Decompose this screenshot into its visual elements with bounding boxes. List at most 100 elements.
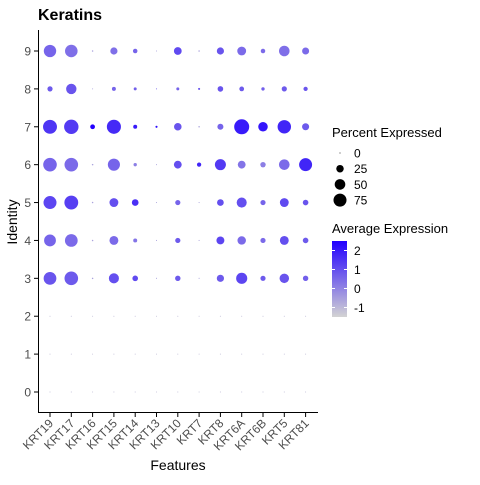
dot-3-KRT7	[198, 277, 200, 279]
dot-0-KRT6A	[241, 391, 243, 393]
dot-9-KRT10	[173, 47, 182, 55]
dot-4-KRT17	[64, 234, 78, 247]
dot-marks	[43, 44, 313, 393]
dot-7-KRT7	[198, 126, 200, 128]
size-legend: Percent Expressed 025 50 75	[332, 125, 442, 208]
dot-7-KRT19	[43, 119, 57, 134]
dot-0-KRT17	[70, 391, 72, 393]
dot-5-KRT6A	[236, 197, 247, 208]
dot-4-KRT16	[91, 239, 94, 242]
dot-6-KRT6A	[237, 160, 246, 169]
dot-0-KRT8	[219, 391, 221, 393]
dot-2-KRT17	[70, 315, 72, 317]
dot-8-KRT14	[133, 87, 137, 91]
dot-9-KRT14	[132, 48, 138, 54]
dot-1-KRT15	[113, 353, 115, 355]
y-tick-label: 3	[24, 272, 31, 286]
dot-4-KRT6B	[260, 237, 266, 244]
dot-6-KRT16	[91, 163, 94, 166]
dot-6-KRT14	[133, 162, 137, 167]
dot-1-KRT14	[134, 353, 136, 355]
y-tick-label: 6	[24, 158, 31, 172]
dot-3-KRT6A	[236, 272, 248, 284]
dot-1-KRT16	[92, 353, 94, 355]
dot-2-KRT8	[219, 315, 221, 317]
chart-title: Keratins	[38, 7, 102, 24]
dot-2-KRT7	[198, 315, 200, 317]
dot-3-KRT16	[91, 277, 94, 280]
dot-3-KRT5	[279, 273, 290, 284]
dot-3-KRT10	[175, 275, 181, 282]
dot-7-KRT17	[64, 119, 79, 134]
dot-4-KRT13	[155, 239, 158, 241]
colorbar-label: 1	[354, 263, 361, 277]
dot-8-KRT81	[303, 86, 308, 92]
dot-6-KRT15	[107, 158, 120, 171]
dot-5-KRT8	[217, 199, 224, 206]
dot-4-KRT15	[109, 236, 119, 245]
dot-7-KRT8	[217, 123, 224, 130]
dot-5-KRT13	[155, 202, 158, 204]
size-legend-title: Percent Expressed	[332, 125, 442, 140]
dot-3-KRT13	[155, 277, 158, 279]
dot-3-KRT15	[108, 273, 119, 284]
dot-4-KRT7	[198, 239, 200, 241]
color-legend-title: Average Expression	[332, 221, 448, 236]
x-axis-label: Features	[150, 457, 205, 473]
dot-7-KRT14	[133, 124, 138, 129]
y-tick-label: 1	[24, 348, 31, 362]
dot-9-KRT17	[65, 44, 78, 58]
size-legend-label: 0	[354, 147, 361, 161]
dot-2-KRT81	[305, 315, 307, 317]
dot-4-KRT5	[279, 236, 289, 245]
dot-7-KRT15	[106, 119, 121, 134]
color-legend: Average Expression -1 0 1 2	[332, 221, 448, 317]
dot-6-KRT81	[299, 158, 313, 172]
dot-7-KRT5	[277, 120, 292, 134]
dot-4-KRT6A	[237, 236, 246, 245]
dot-9-KRT5	[278, 45, 290, 57]
dot-1-KRT81	[305, 353, 307, 355]
dot-3-KRT19	[43, 271, 57, 285]
dot-4-KRT14	[133, 238, 138, 243]
colorbar	[332, 241, 347, 317]
size-legend-dot	[334, 179, 346, 190]
size-legend-dot	[336, 164, 344, 173]
dot-4-KRT10	[175, 237, 181, 244]
y-tick-label: 0	[24, 386, 31, 400]
dot-2-KRT14	[134, 315, 136, 317]
size-legend-label: 75	[354, 194, 368, 208]
dot-6-KRT17	[64, 157, 79, 172]
dot-2-KRT13	[156, 315, 157, 317]
dot-0-KRT15	[113, 391, 115, 393]
dot-0-KRT81	[305, 391, 307, 393]
y-tick-label: 2	[24, 310, 31, 324]
dot-5-KRT6B	[260, 199, 266, 206]
dot-7-KRT6B	[258, 122, 268, 132]
dot-1-KRT8	[219, 353, 221, 355]
dot-6-KRT10	[173, 160, 182, 169]
y-tick-label: 5	[24, 196, 31, 210]
dot-8-KRT8	[217, 86, 224, 92]
dot-5-KRT7	[198, 202, 200, 204]
dot-7-KRT81	[302, 123, 310, 131]
dot-8-KRT10	[176, 87, 180, 91]
dot-5-KRT14	[131, 199, 139, 206]
size-legend-label: 25	[354, 162, 368, 176]
dot-2-KRT6B	[262, 315, 264, 317]
dot-1-KRT5	[283, 353, 285, 355]
dot-4-KRT81	[302, 237, 309, 244]
dot-6-KRT13	[155, 164, 158, 166]
dot-4-KRT8	[216, 236, 225, 245]
dot-1-KRT10	[177, 353, 179, 355]
dot-9-KRT6B	[260, 48, 266, 54]
dot-6-KRT7	[196, 162, 202, 167]
size-legend-dot	[339, 152, 341, 154]
dot-9-KRT13	[155, 50, 158, 52]
dot-1-KRT17	[70, 353, 72, 355]
dot-5-KRT15	[109, 198, 119, 207]
dot-0-KRT14	[134, 391, 136, 393]
colorbar-label: -1	[354, 301, 365, 315]
dot-0-KRT10	[177, 391, 179, 393]
dot-2-KRT5	[283, 315, 285, 317]
